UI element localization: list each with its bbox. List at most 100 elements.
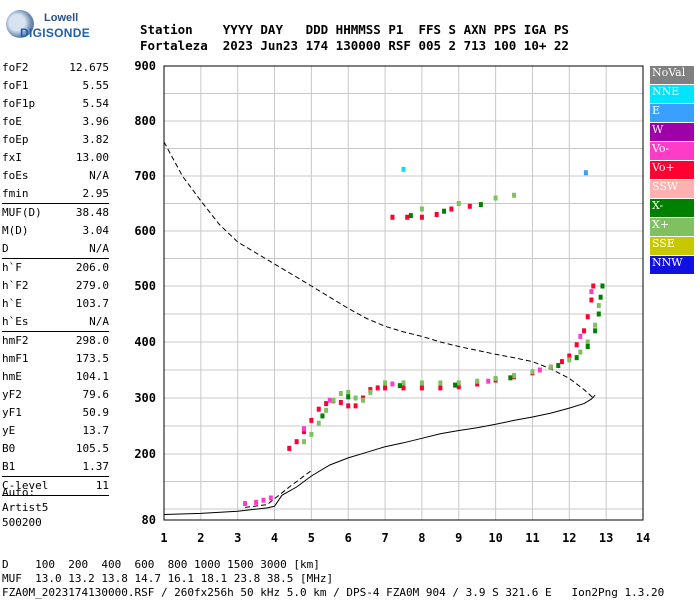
data-point	[537, 367, 542, 373]
param-value: 105.5	[75, 442, 109, 455]
param-label: foEs	[2, 169, 29, 182]
data-point	[593, 322, 598, 328]
data-point	[383, 385, 388, 391]
data-point	[302, 429, 307, 435]
data-point	[346, 394, 351, 400]
data-point	[548, 364, 553, 370]
footer-file-info: FZA0M_2023174130000.RSF / 260fx256h 50 k…	[2, 586, 665, 599]
data-point	[508, 375, 513, 381]
data-point	[475, 381, 480, 387]
param-value: 1.37	[82, 460, 110, 473]
x-tick-label: 5	[308, 531, 315, 545]
param-value: 5.55	[82, 79, 110, 92]
dashed-profile-curve	[245, 470, 312, 508]
param-value: 103.7	[75, 297, 109, 310]
data-point	[578, 333, 583, 339]
param-row: M(D) 3.04	[2, 222, 109, 240]
data-point	[493, 195, 498, 201]
param-label: M(D)	[2, 224, 29, 237]
data-point	[574, 342, 579, 348]
data-point	[600, 283, 605, 289]
data-point	[582, 328, 587, 334]
legend-item: W	[650, 123, 694, 142]
data-point	[302, 439, 307, 445]
param-row: C-level 11	[2, 477, 109, 495]
legend-item: Vo-	[650, 142, 694, 161]
y-tick-label: 80	[142, 513, 156, 527]
data-point	[574, 355, 579, 361]
param-label: hmE	[2, 370, 22, 383]
data-point	[294, 439, 299, 445]
legend-item: Vo+	[650, 161, 694, 180]
param-value: N/A	[89, 242, 109, 255]
param-value: 13.00	[75, 151, 109, 164]
param-label: foF2	[2, 61, 29, 74]
data-point	[596, 303, 601, 309]
legend-item: NNW	[650, 256, 694, 275]
data-point	[475, 378, 480, 384]
x-tick-label: 10	[488, 531, 502, 545]
x-tick-label: 9	[455, 531, 462, 545]
x-tick-label: 6	[345, 531, 352, 545]
data-point	[442, 208, 447, 214]
data-point	[324, 407, 329, 413]
data-point	[456, 380, 461, 386]
param-value: N/A	[89, 169, 109, 182]
data-point	[331, 397, 336, 403]
param-label: MUF(D)	[2, 206, 42, 219]
data-point	[512, 373, 517, 379]
data-point	[375, 385, 380, 391]
data-point	[585, 339, 590, 345]
param-label: h`Es	[2, 315, 29, 328]
legend-item: E	[650, 104, 694, 123]
param-divider	[2, 203, 109, 204]
data-point	[467, 203, 472, 209]
y-tick-label: 900	[134, 59, 156, 73]
data-point	[593, 328, 598, 334]
data-point	[596, 311, 601, 317]
auto-program: Artist5	[2, 501, 49, 514]
param-row: hmF2 298.0	[2, 332, 109, 350]
data-point	[408, 213, 413, 219]
param-value: 38.48	[75, 206, 109, 219]
polarization-legend: NoVal NNE E W Vo- Vo+ SSW X- X+ SSE NNW	[650, 66, 694, 275]
param-row: foF2 12.675	[2, 59, 109, 77]
data-point	[419, 214, 424, 220]
param-row: D N/A	[2, 240, 109, 258]
data-point	[383, 380, 388, 386]
param-label: fmin	[2, 187, 29, 200]
legend-item: SSE	[650, 237, 694, 256]
data-point	[434, 212, 439, 217]
data-point	[401, 166, 406, 172]
param-row: h`F 206.0	[2, 259, 109, 277]
param-label: foEp	[2, 133, 29, 146]
data-point	[589, 297, 594, 303]
param-value: 173.5	[75, 352, 109, 365]
legend-item: X-	[650, 199, 694, 218]
solid-profile-curve	[163, 394, 596, 515]
data-point	[360, 397, 365, 403]
data-point	[419, 380, 424, 386]
x-tick-label: 12	[562, 531, 576, 545]
x-tick-label: 7	[381, 531, 388, 545]
data-point	[438, 380, 443, 386]
param-row: foEp 3.82	[2, 131, 109, 149]
data-point	[320, 413, 325, 419]
header-values: Fortaleza 2023 Jun23 174 130000 RSF 005 …	[140, 38, 569, 53]
logo-text-digisonde: DIGISONDE	[20, 26, 91, 40]
param-value: 5.54	[82, 97, 110, 110]
logo-text-lowell: Lowell	[44, 12, 79, 24]
data-point	[327, 397, 332, 403]
data-point	[316, 406, 321, 412]
y-tick-label: 600	[134, 224, 156, 238]
data-point	[353, 403, 358, 409]
data-point	[583, 170, 588, 176]
data-point	[390, 214, 395, 220]
y-tick-label: 400	[134, 335, 156, 349]
param-label: hmF2	[2, 334, 29, 347]
param-value: 2.95	[82, 187, 110, 200]
param-value: 11	[95, 479, 109, 492]
data-point	[368, 387, 373, 393]
param-divider	[2, 476, 109, 477]
